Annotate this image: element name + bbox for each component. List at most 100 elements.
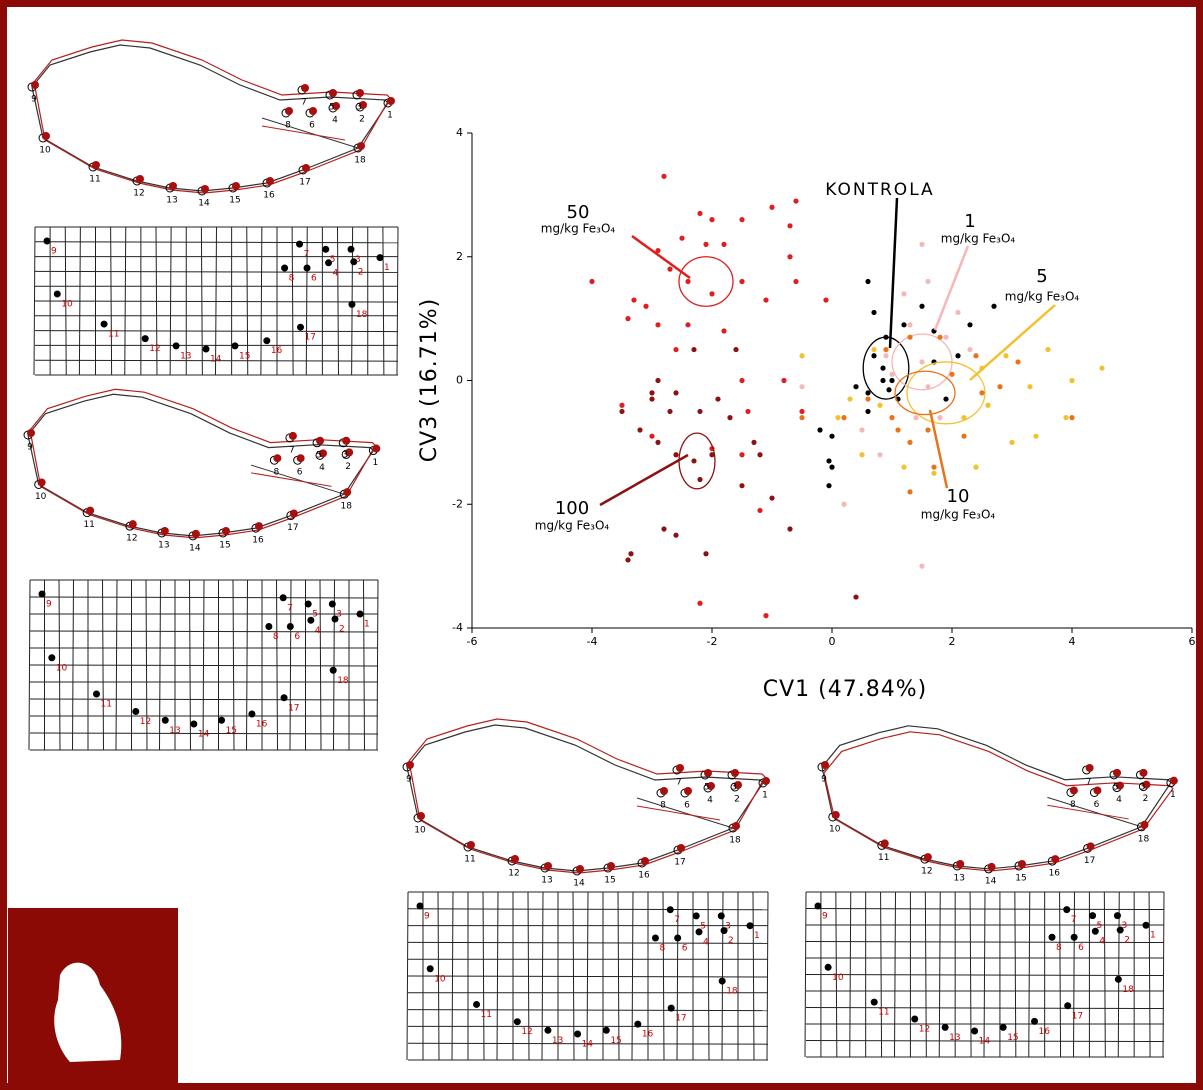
landmark-target (357, 142, 365, 150)
landmark-target (332, 102, 340, 110)
data-point (673, 390, 679, 396)
label-leader (969, 304, 1056, 381)
grid-landmark (356, 610, 364, 618)
grid-landmark-label: 1 (364, 620, 370, 630)
data-point (1063, 415, 1069, 421)
landmark-label: 1 (387, 111, 393, 121)
data-point (619, 408, 625, 415)
grid-landmark (824, 963, 832, 971)
landmark-target (1169, 776, 1178, 785)
data-point (847, 396, 853, 402)
data-point (997, 384, 1003, 390)
landmark-label: 5 (316, 450, 322, 460)
grid-line (721, 891, 724, 1061)
data-point (799, 408, 805, 415)
data-point (709, 217, 715, 223)
grid-landmark (473, 1000, 481, 1008)
label-leader (933, 245, 970, 331)
x-tick-label: 0 (829, 635, 836, 648)
grid-landmark-label: 18 (726, 987, 738, 997)
data-point (931, 470, 937, 476)
grid-landmark (172, 342, 180, 350)
label-leader (599, 453, 689, 507)
data-point (763, 297, 769, 303)
grid-landmark-label: 18 (356, 310, 368, 320)
data-point (955, 353, 961, 359)
data-point (685, 278, 691, 285)
grid-landmark (1070, 933, 1078, 941)
data-point (1003, 353, 1009, 359)
grid-landmark-label: 13 (552, 1036, 563, 1046)
landmark-label: 17 (674, 858, 685, 868)
landmark-target (641, 857, 649, 865)
group-label: KONTROLA (825, 180, 934, 200)
grid-line (752, 891, 755, 1061)
data-point (649, 433, 655, 439)
data-point (925, 278, 931, 285)
grid-landmark-label: 8 (289, 274, 295, 284)
data-point (787, 223, 793, 229)
landmark-label: 13 (166, 196, 177, 206)
data-point (985, 402, 991, 408)
landmark-target (1142, 780, 1151, 789)
data-point (817, 427, 823, 433)
grid-landmark-label: 3 (725, 921, 731, 931)
grid-landmark-label: 10 (56, 663, 68, 673)
grid-landmark (303, 264, 311, 272)
landmark-target (169, 182, 177, 190)
grid-landmark (248, 710, 256, 718)
data-point (829, 464, 835, 470)
grid-landmark (1142, 921, 1150, 929)
landmark-label: 17 (1084, 856, 1095, 866)
landmark-target (343, 488, 352, 497)
group-label: 5 (1036, 266, 1047, 287)
data-point (826, 483, 832, 489)
landmark-label: 6 (297, 468, 303, 478)
grid-landmark-label: 15 (1007, 1033, 1018, 1043)
grid-landmark-label: 9 (822, 912, 828, 922)
landmark-target (707, 782, 715, 790)
data-point (931, 464, 937, 470)
data-point (757, 507, 763, 514)
landmark-label: 8 (274, 468, 280, 478)
grid-landmark (100, 320, 108, 328)
grid-landmark-label: 16 (271, 346, 283, 356)
grid-line (28, 579, 31, 751)
landmark-target (684, 787, 692, 795)
grid-line (1117, 891, 1120, 1058)
label-leader (888, 197, 899, 349)
data-point (763, 613, 769, 619)
data-point (886, 387, 892, 393)
grid-landmark (296, 240, 304, 248)
data-point (799, 384, 805, 390)
data-point (649, 396, 655, 402)
grid-line (407, 1042, 769, 1045)
data-point (628, 551, 634, 557)
grid-line (1014, 891, 1017, 1058)
landmark-label: 7 (289, 445, 295, 455)
grid-landmark-label: 6 (294, 632, 300, 642)
data-point (697, 210, 703, 217)
logo-silhouette (54, 962, 122, 1062)
landmark-target (316, 436, 325, 445)
landmark-label: 13 (158, 540, 169, 550)
grid-landmark-label: 3 (336, 610, 342, 620)
grid-landmark (695, 928, 703, 936)
data-point (943, 396, 949, 402)
landmark-target (372, 444, 381, 453)
grid-line (29, 664, 379, 667)
landmark-target (676, 764, 684, 772)
landmark-label: 7 (1086, 777, 1092, 787)
landmark-target (731, 769, 739, 777)
x-tick-label: -2 (707, 635, 718, 648)
grid-line (631, 891, 634, 1061)
grid-landmark (43, 237, 51, 245)
data-point (865, 408, 871, 415)
data-point (949, 371, 955, 377)
landmark-label: 3 (356, 103, 362, 113)
landmark-label: 6 (684, 801, 690, 811)
grid-landmark-label: 4 (333, 268, 339, 278)
grid-landmark-label: 7 (1071, 915, 1077, 925)
grid-landmark (513, 1018, 521, 1026)
landmark-target (285, 107, 293, 115)
